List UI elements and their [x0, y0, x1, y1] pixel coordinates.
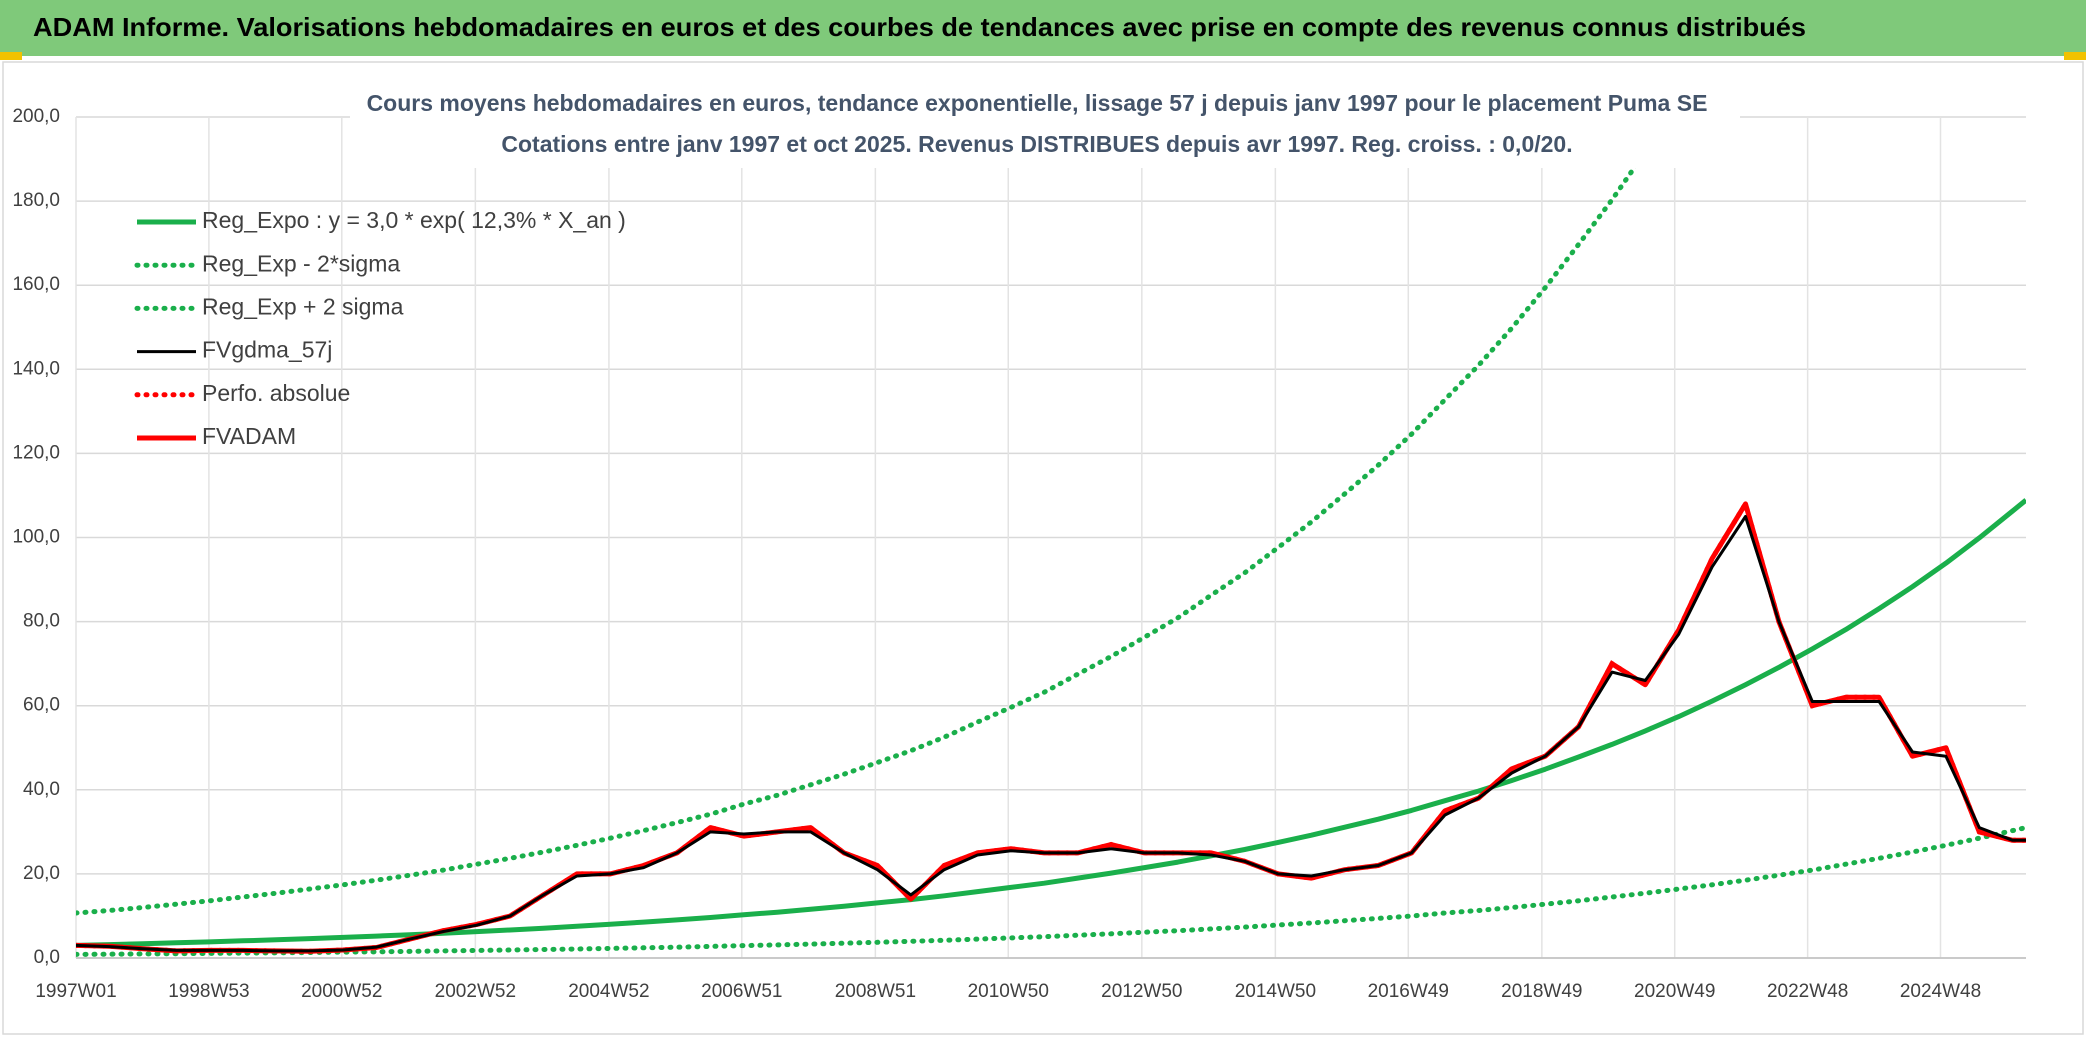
- x-tick-label: 2004W52: [568, 981, 649, 1002]
- x-tick-label: 2016W49: [1368, 981, 1449, 1002]
- corner-mark: [2064, 52, 2086, 60]
- x-tick-label: 2022W48: [1767, 981, 1848, 1002]
- y-tick-label: 60,0: [23, 695, 60, 716]
- x-tick-label: 1997W01: [35, 981, 116, 1002]
- x-tick-label: 2024W48: [1900, 981, 1981, 1002]
- series-line: [76, 117, 1672, 916]
- x-tick-label: 2006W51: [701, 981, 782, 1002]
- y-tick-label: 160,0: [12, 274, 60, 295]
- x-tick-label: 1998W53: [168, 981, 249, 1002]
- y-tick-label: 200,0: [12, 106, 60, 127]
- page-title: ADAM Informe. Valorisations hebdomadaire…: [33, 12, 1806, 42]
- x-tick-label: 2018W49: [1501, 981, 1582, 1002]
- x-tick-label: 2008W51: [835, 981, 916, 1002]
- y-tick-label: 0,0: [34, 947, 60, 968]
- legend-label: Perfo. absolue: [202, 380, 350, 406]
- series-line: [76, 515, 2026, 953]
- y-tick-label: 20,0: [23, 863, 60, 884]
- y-tick-label: 140,0: [12, 358, 60, 379]
- legend-label: FVgdma_57j: [202, 337, 332, 363]
- y-tick-label: 40,0: [23, 779, 60, 800]
- x-tick-label: 2020W49: [1634, 981, 1715, 1002]
- series-line: [76, 498, 2026, 948]
- x-tick-label: 2012W50: [1101, 981, 1182, 1002]
- y-tick-label: 120,0: [12, 442, 60, 463]
- chart-subtitle: Cotations entre janv 1997 et oct 2025. R…: [501, 131, 1572, 157]
- y-tick-label: 180,0: [12, 190, 60, 211]
- chart-title: Cours moyens hebdomadaires en euros, ten…: [367, 90, 1708, 116]
- x-tick-label: 2010W50: [968, 981, 1049, 1002]
- chart-frame: [2, 61, 2084, 1035]
- x-tick-label: 2002W52: [435, 981, 516, 1002]
- y-tick-label: 80,0: [23, 611, 60, 632]
- x-tick-label: 2000W52: [301, 981, 382, 1002]
- legend-label: Reg_Exp + 2 sigma: [202, 293, 404, 319]
- y-tick-label: 100,0: [12, 527, 60, 548]
- x-tick-label: 2014W50: [1235, 981, 1316, 1002]
- legend-label: Reg_Exp - 2*sigma: [202, 250, 400, 276]
- banner: [0, 0, 2086, 56]
- legend-label: Reg_Expo : y = 3,0 * exp( 12,3% * X_an ): [202, 207, 626, 233]
- legend-label: FVADAM: [202, 423, 296, 449]
- corner-mark: [0, 52, 22, 60]
- title-background: [350, 86, 1740, 168]
